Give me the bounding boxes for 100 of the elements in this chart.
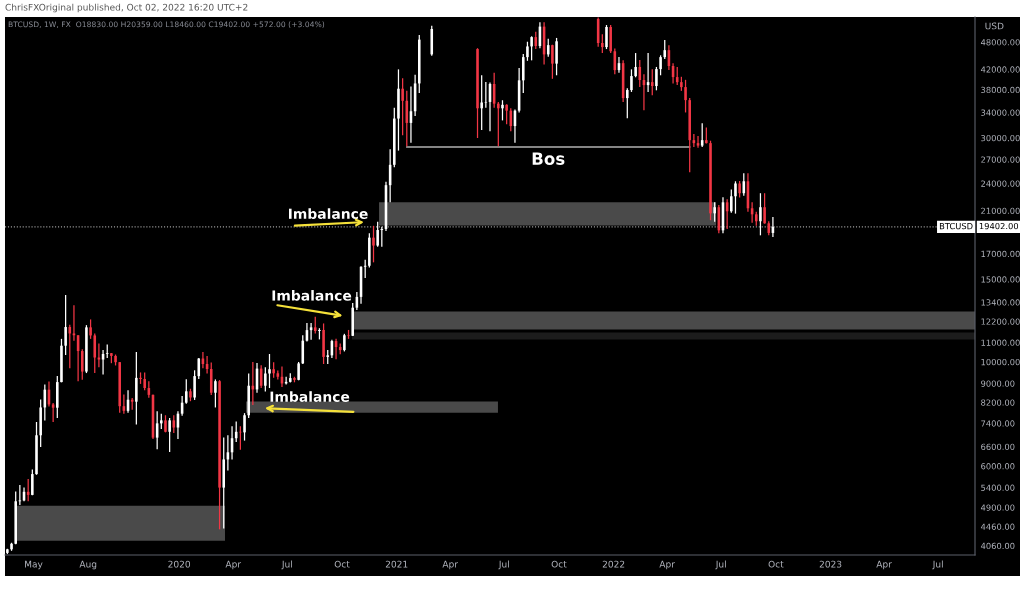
- y-tick-label: 30000.00: [981, 134, 1020, 142]
- candlestick: [322, 322, 325, 365]
- candlestick: [293, 376, 296, 383]
- annotation: Imbalance: [288, 208, 368, 220]
- x-tick-label: 2022: [602, 560, 625, 568]
- candlestick: [51, 402, 55, 423]
- candlestick: [401, 77, 404, 136]
- candlestick: [659, 54, 662, 76]
- candlestick: [484, 81, 488, 109]
- y-axis-title: USD: [985, 22, 1004, 30]
- candlestick: [730, 188, 733, 214]
- x-tick-label: Apr: [442, 560, 458, 570]
- candlestick: [68, 324, 72, 369]
- candlestick: [630, 68, 633, 93]
- candlestick: [626, 87, 629, 119]
- y-tick-label: 6600.00: [981, 443, 1015, 450]
- candlestick: [10, 542, 13, 552]
- candlestick: [18, 484, 22, 506]
- candlestick: [605, 24, 608, 50]
- y-tick-label: 4900.00: [980, 504, 1015, 511]
- candlestick: [530, 35, 533, 61]
- x-tick-label: 2021: [385, 560, 408, 568]
- candlestick: [214, 378, 217, 409]
- candlestick: [318, 327, 321, 341]
- candlestick: [555, 37, 558, 76]
- candlestick: [650, 68, 654, 96]
- y-tick-label: 24000.00: [981, 180, 1020, 187]
- candlestick: [135, 351, 138, 426]
- candlestick: [526, 41, 529, 62]
- y-tick-label: 5400.00: [981, 484, 1015, 491]
- candlestick: [164, 414, 167, 433]
- y-tick-label: 8200.00: [981, 399, 1015, 406]
- candlestick: [218, 379, 221, 530]
- y-tick-label: 17000.00: [981, 250, 1020, 258]
- candlestick: [638, 59, 642, 88]
- y-tick-label: 27000.00: [981, 156, 1020, 163]
- y-tick-label: 42000.00: [980, 66, 1020, 73]
- candlestick: [480, 74, 483, 131]
- candlestick: [501, 99, 504, 122]
- candlestick: [734, 180, 737, 215]
- x-tick-label: Jul: [498, 560, 509, 570]
- candlestick: [31, 468, 34, 496]
- y-tick-label: 6000.00: [981, 463, 1015, 470]
- candlestick: [551, 44, 554, 80]
- y-tick-label: 10000.00: [981, 358, 1020, 366]
- candlestick: [184, 378, 188, 405]
- candlestick: [243, 412, 246, 442]
- x-tick-label: Oct: [334, 560, 350, 568]
- candlestick: [64, 294, 67, 356]
- candlestick: [759, 192, 762, 236]
- candlestick: [684, 79, 687, 114]
- x-tick-label: Oct: [551, 560, 567, 568]
- x-tick-label: Jul: [932, 560, 943, 570]
- x-tick-label: 2020: [168, 560, 191, 568]
- candlestick: [497, 101, 500, 147]
- candlestick: [197, 357, 201, 380]
- candlestick: [193, 369, 196, 401]
- candlestick: [347, 329, 350, 340]
- candlestick: [85, 324, 88, 374]
- candlestick: [713, 201, 716, 223]
- candlestick: [505, 103, 508, 125]
- candlestick: [709, 140, 712, 221]
- x-tick-label: Jul: [715, 560, 726, 570]
- candlestick: [35, 421, 38, 476]
- candlestick: [301, 334, 305, 365]
- y-tick-label: 38000.00: [981, 86, 1020, 94]
- y-tick-label: 13400.00: [981, 299, 1020, 306]
- x-tick-label: Apr: [659, 560, 675, 570]
- x-tick-label: Jul: [281, 560, 292, 570]
- candlestick: [189, 388, 192, 402]
- text: 19402.00: [979, 222, 1019, 230]
- y-tick-label: 34000.00: [981, 109, 1020, 116]
- y-tick-label: 21000.00: [981, 207, 1020, 214]
- y-tick-label: 12200.00: [981, 318, 1020, 325]
- candlestick: [405, 90, 409, 147]
- x-tick-label: Apr: [225, 560, 242, 570]
- y-tick-label: 48000.00: [980, 39, 1020, 46]
- x-tick-label: Oct: [768, 560, 784, 568]
- candlestick: [372, 225, 375, 263]
- candlestick: [268, 353, 271, 389]
- candlestick: [601, 33, 604, 54]
- y-tick-label: 7400.00: [981, 420, 1015, 427]
- candlestick: [663, 39, 667, 60]
- candlestick: [675, 66, 679, 86]
- annotation: Bos: [532, 152, 565, 165]
- candlestick: [139, 371, 142, 385]
- x-tick-label: 2023: [819, 560, 842, 568]
- candlestick: [763, 192, 766, 225]
- candlestick: [634, 52, 637, 78]
- y-tick-label: 4460.00: [980, 523, 1015, 530]
- candlestick: [80, 348, 84, 381]
- candlestick: [209, 361, 213, 396]
- candlestick: [89, 318, 92, 340]
- candlestick: [476, 47, 479, 139]
- ref-line-label: BTCUSD: [939, 222, 973, 230]
- candlestick: [93, 332, 97, 374]
- candlestick: [655, 66, 658, 91]
- chart-title: ChrisFXOriginal published, Oct 02, 2022 16:20 UTC+2: [5, 3, 248, 13]
- y-tick-label: 15000.00: [981, 276, 1020, 283]
- y-tick-label: 4060.00: [980, 542, 1015, 550]
